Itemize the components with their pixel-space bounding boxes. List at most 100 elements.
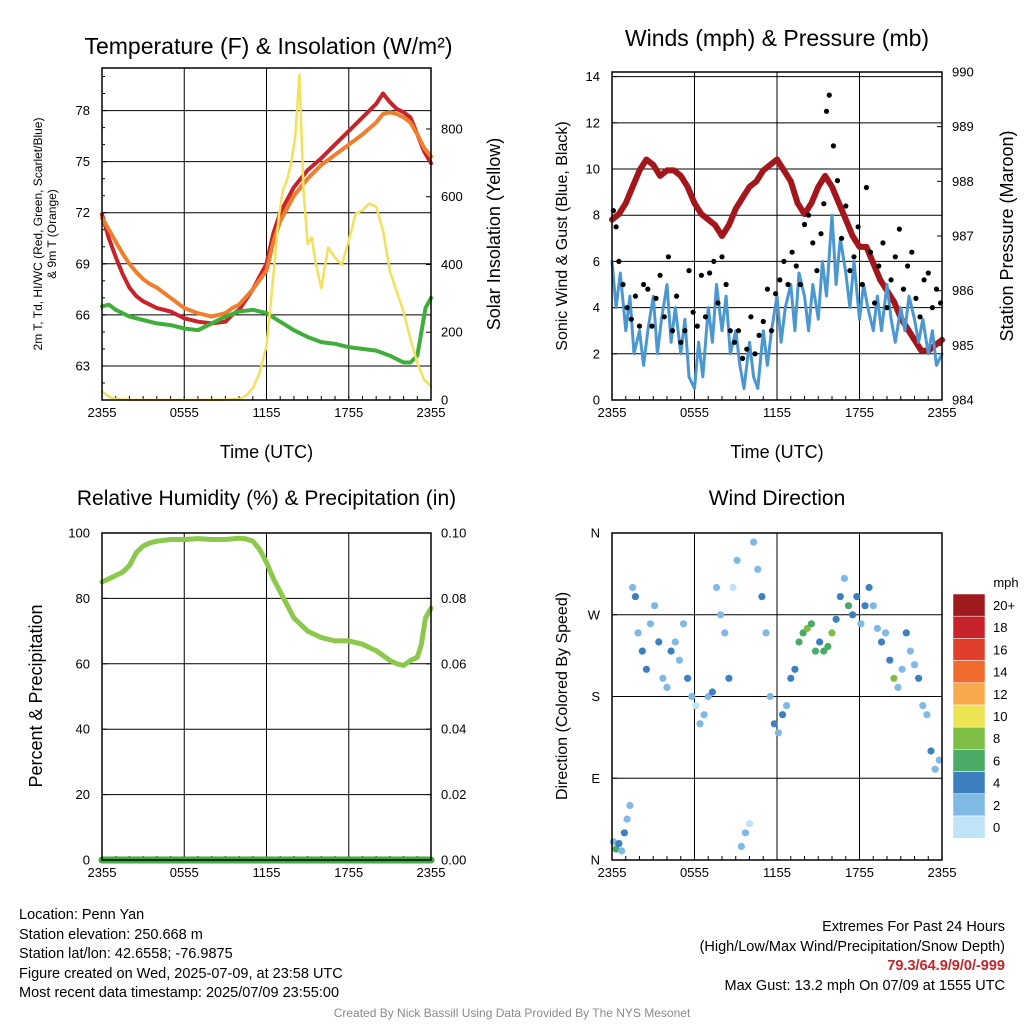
direction-point (766, 692, 774, 701)
gust-point (678, 339, 684, 345)
rh-y-label: 60 (76, 656, 90, 671)
gust-point (789, 249, 795, 255)
gust-point (661, 314, 667, 320)
direction-point (642, 665, 651, 673)
extremes-values: 79.3/64.9/9/0/-999 (887, 958, 1005, 975)
pressure-y-label: 986 (952, 283, 974, 298)
direction-point (631, 593, 640, 601)
wind-y-label: 6 (593, 254, 600, 269)
direction-title: Wind Direction (709, 487, 846, 510)
precip-y-label: 0.08 (441, 591, 466, 606)
insolation-y-label: 800 (441, 121, 463, 136)
temperature-chart: 2355 0555 1155 1755 2355 63 66 69 72 75 78 0 200 400 6… (31, 33, 504, 462)
x-tick-label: 2355 (928, 865, 957, 880)
x-tick-label: 2355 (928, 405, 957, 420)
gust-point (905, 263, 911, 269)
max-gust: Max Gust: 13.2 mph On 07/09 at 1555 UTC (724, 977, 1005, 994)
direction-point (688, 692, 696, 701)
direction-point (877, 638, 886, 646)
direction-y-label: S (591, 689, 600, 704)
colorbar-label: 2 (993, 798, 1000, 813)
pressure-y-label: 990 (952, 65, 974, 80)
direction-point (791, 665, 799, 673)
precip-y-label: 0.10 (441, 526, 466, 541)
colorbar-swatch (952, 615, 986, 639)
direction-point (737, 842, 745, 851)
plot-border (611, 532, 943, 861)
gust-point (888, 277, 894, 283)
gust-point (669, 328, 676, 334)
gust-point (731, 339, 738, 345)
direction-point (651, 602, 659, 610)
gust-point (744, 346, 750, 352)
direction-point (692, 702, 700, 710)
sonic-wind-line (610, 213, 944, 390)
gust-point (921, 277, 927, 283)
pressure-y-label: Station Pressure (Maroon) (997, 130, 1017, 341)
wind-y-label: 8 (593, 208, 600, 223)
gust-point (859, 281, 865, 288)
direction-point (882, 629, 890, 637)
plot-border (101, 67, 432, 401)
gust-point (814, 268, 820, 274)
direction-point (894, 683, 902, 692)
direction-point (935, 756, 943, 764)
gust-point (653, 295, 659, 301)
wind-y-label: 0 (593, 393, 600, 408)
direction-point (717, 611, 725, 619)
gust-point (913, 295, 919, 301)
direction-point (750, 538, 758, 546)
direction-point (890, 674, 898, 682)
direction-point (754, 565, 762, 573)
direction-point (667, 647, 675, 655)
direction-point (886, 656, 894, 664)
direction-point (816, 638, 824, 646)
colorbar-swatch (952, 749, 986, 772)
humidity-line (99, 535, 434, 668)
gust-point (719, 254, 725, 260)
gust-point (613, 224, 619, 230)
x-tick-label: 0555 (170, 405, 199, 420)
gust-point (884, 305, 890, 311)
gust-point (793, 263, 799, 269)
gust-point (645, 286, 651, 292)
gust-point (636, 323, 643, 329)
winds-y-label: Sonic Wind & Gust (Blue, Black) (554, 121, 571, 350)
gust-point (711, 258, 717, 264)
gust-point (698, 272, 705, 278)
temp-y-label: 72 (76, 205, 90, 220)
direction-point (612, 845, 620, 853)
rh-y-label: 20 (76, 787, 90, 802)
colorbar-swatch (952, 704, 986, 728)
colorbar-label: 10 (993, 709, 1007, 724)
insolation-y-label: 600 (441, 189, 463, 204)
direction-point (783, 702, 791, 710)
direction-point (684, 674, 692, 682)
extremes-panel: Extremes For Past 24 Hours (High/Low/Max… (700, 918, 1005, 996)
direction-point (807, 620, 816, 628)
gust-point (896, 226, 903, 232)
gust-point (686, 268, 692, 274)
direction-point (646, 620, 655, 628)
direction-point (712, 583, 721, 592)
direction-point (898, 665, 906, 673)
gust-point (715, 300, 721, 306)
pressure-y-label: 985 (952, 338, 974, 353)
direction-point (915, 674, 923, 682)
wind-y-label: 14 (586, 69, 600, 84)
colorbar-label: 20+ (993, 598, 1015, 613)
direction-y-label: N (591, 853, 600, 868)
x-tick-label: 1155 (763, 405, 791, 420)
direction-point (774, 729, 783, 737)
gust-point (917, 314, 923, 320)
precip-y-label: 0.04 (441, 722, 466, 737)
station-latlon: Station lat/lon: 42.6558; -76.9875 (19, 946, 233, 963)
colorbar-swatch (952, 660, 986, 684)
humidity-chart: 2355 0555 1155 1755 23550204060801000.000.02… (26, 487, 466, 880)
colorbar-label: 6 (993, 753, 1000, 768)
gust-point (682, 328, 688, 334)
insolation-y-label: 0 (441, 393, 448, 408)
gust-point (752, 351, 758, 357)
station-info-panel: Location: Penn Yan Station elevation: 25… (19, 906, 343, 1004)
